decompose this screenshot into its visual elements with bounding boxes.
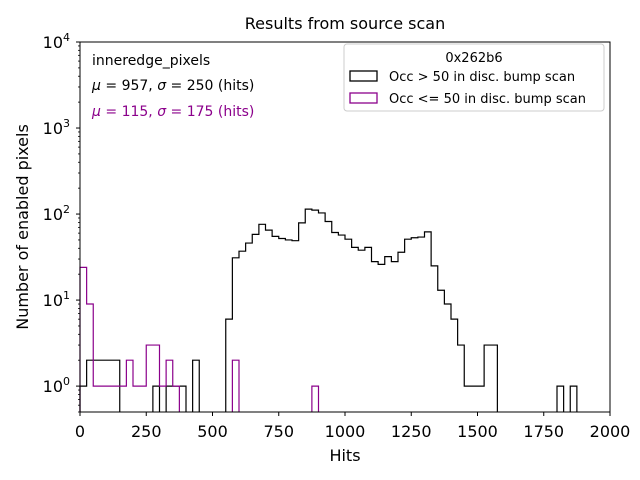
legend-title: 0x262b6 (445, 51, 502, 66)
annotation-stats-black: μ = 957, σ = 250 (hits) (91, 78, 254, 94)
annotation-name: inneredge_pixels (92, 53, 210, 69)
x-axis-label: Hits (329, 446, 360, 465)
x-tick-label: 1000 (325, 422, 366, 441)
histogram-step-black-4 (225, 208, 498, 412)
y-tick-label: 101 (43, 289, 70, 310)
y-tick-label: 103 (43, 117, 70, 138)
histogram-step-black-1 (152, 385, 161, 412)
y-axis-label: Number of enabled pixels (13, 124, 32, 330)
histogram-step-black-3 (192, 359, 200, 412)
x-tick-label: 1750 (523, 422, 564, 441)
x-tick-label: 500 (197, 422, 228, 441)
annotation-stats-purple: μ = 115, σ = 175 (hits) (91, 104, 254, 120)
histogram-step-purple-1 (231, 359, 240, 412)
series-purple-histogram (79, 266, 320, 412)
chart-title: Results from source scan (245, 14, 445, 33)
legend: 0x262b6 Occ > 50 in disc. bump scan Occ … (343, 43, 605, 112)
legend-swatch-black (349, 70, 378, 82)
x-tick-label: 750 (263, 422, 294, 441)
histogram-step-purple-0 (79, 266, 180, 412)
legend-box (343, 43, 605, 112)
legend-entry-black: Occ > 50 in disc. bump scan (389, 70, 575, 85)
y-tick-label: 104 (43, 31, 70, 52)
histogram-step-black-5 (556, 385, 565, 412)
legend-swatch-purple (349, 92, 378, 104)
x-tick-label: 2000 (590, 422, 631, 441)
x-tick-label: 250 (131, 422, 162, 441)
histogram-step-purple-2 (311, 385, 320, 412)
legend-entry-purple: Occ <= 50 in disc. bump scan (389, 92, 586, 107)
x-tick-label: 1500 (457, 422, 498, 441)
x-tick-label: 1250 (391, 422, 432, 441)
y-axis-ticks: 100 101 102 103 104 (43, 31, 80, 413)
y-tick-label: 100 (43, 375, 70, 396)
histogram-step-black-6 (569, 385, 578, 412)
y-tick-label: 102 (43, 203, 70, 224)
x-tick-label: 0 (75, 422, 85, 441)
x-axis-ticks: 0 250 500 750 1000 1250 1500 1750 2000 (75, 412, 630, 441)
histogram-step-black-0 (79, 359, 121, 412)
